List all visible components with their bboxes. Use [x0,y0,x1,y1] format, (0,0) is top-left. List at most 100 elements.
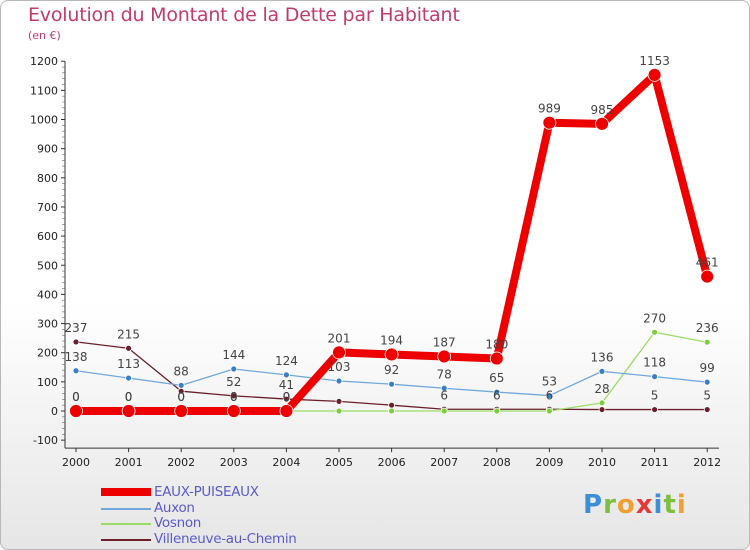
data-label: 0 [177,390,185,404]
data-point [282,371,290,379]
chart-title: Evolution du Montant de la Dette par Hab… [28,4,460,26]
data-point [493,407,501,415]
data-label: 52 [226,375,241,389]
y-tick-label: 600 [37,230,58,243]
data-point [384,347,399,362]
data-point [703,406,711,413]
x-tick-label: 2001 [115,456,143,469]
data-point [388,407,396,415]
y-tick-label: 0 [51,405,58,418]
data-label: 180 [485,338,508,352]
x-tick-label: 2002 [167,456,195,469]
data-point [647,68,662,82]
legend-label: EAUX-PUISEAUX [154,484,259,500]
x-tick-label: 2008 [483,456,511,469]
data-label: 236 [696,321,719,335]
data-point [174,404,189,418]
data-label: 5 [651,389,659,403]
data-point [335,397,343,405]
x-tick-label: 2010 [588,456,616,469]
data-label: 41 [279,378,294,392]
x-tick-label: 2007 [430,456,458,469]
data-label: 6 [546,388,554,402]
x-tick-label: 2011 [641,456,669,469]
y-tick-label: 400 [37,288,58,301]
data-label: 5 [703,389,711,403]
data-label: 99 [700,361,715,375]
data-point [598,367,606,375]
data-point [437,349,452,364]
data-label: 118 [643,356,666,370]
data-point [125,374,132,382]
data-label: 187 [433,335,456,349]
y-tick-label: 200 [37,347,58,360]
logo-letter: t [663,490,677,520]
logo-letter: i [676,490,687,520]
legend-swatch [101,507,151,510]
data-label: 461 [696,256,719,270]
y-tick-label: 1200 [30,55,58,68]
data-label: 6 [493,388,501,402]
data-point [595,116,609,131]
legend-label: Auxon [154,499,195,516]
y-tick-label: 700 [37,201,58,214]
data-label: 88 [174,364,189,378]
y-tick-label: 1100 [30,84,58,97]
legend-label: Vosnon [154,515,202,531]
data-point [69,404,83,418]
logo-letter: o [616,490,636,520]
data-label: 0 [177,390,185,404]
data-point [388,380,396,388]
y-tick-label: 900 [37,143,58,156]
logo-letter: i [653,490,664,520]
data-point [177,381,185,389]
y-tick-label: 800 [37,172,58,185]
data-label: 113 [117,357,140,371]
x-tick-label: 2003 [220,456,248,469]
data-label: 0 [125,390,133,404]
data-label: 270 [643,311,666,325]
data-label: 0 [283,390,291,404]
data-label: 28 [594,382,609,396]
data-point [72,367,80,375]
data-point [279,404,294,418]
data-point [282,395,290,403]
legend-label: Villeneuve-au-Chemin [154,530,297,547]
data-label: 1153 [639,54,670,68]
data-label: 0 [72,390,80,404]
x-tick-label: 2006 [378,456,406,469]
data-label: 215 [117,327,140,341]
data-label: 0 [283,390,291,404]
legend-swatch [101,523,151,525]
data-point [226,404,241,418]
y-tick-label: 1000 [30,114,58,127]
data-label: 194 [380,333,403,347]
x-tick-label: 2012 [693,456,721,469]
data-label: 53 [542,375,557,389]
data-label: 237 [65,321,88,335]
data-label: 0 [72,390,80,404]
data-label: 124 [275,354,298,368]
legend-swatch [101,488,151,496]
data-label: 0 [230,390,238,404]
data-label: 6 [440,388,448,402]
data-point [546,392,553,399]
data-point [121,404,136,418]
data-point [546,407,553,415]
logo-letter: x [635,490,654,520]
data-label: 78 [437,367,452,381]
data-point [703,378,711,386]
data-point [700,269,715,284]
y-tick-label: 500 [37,259,58,272]
data-point [72,338,80,346]
logo-letter: r [603,490,617,520]
data-label: 0 [230,390,238,404]
data-point [335,407,343,415]
logo-letter: P [583,490,604,520]
data-label: 201 [328,331,351,345]
chart-unit: (en €) [28,29,61,42]
data-label: 989 [538,102,561,116]
data-point [230,392,238,400]
